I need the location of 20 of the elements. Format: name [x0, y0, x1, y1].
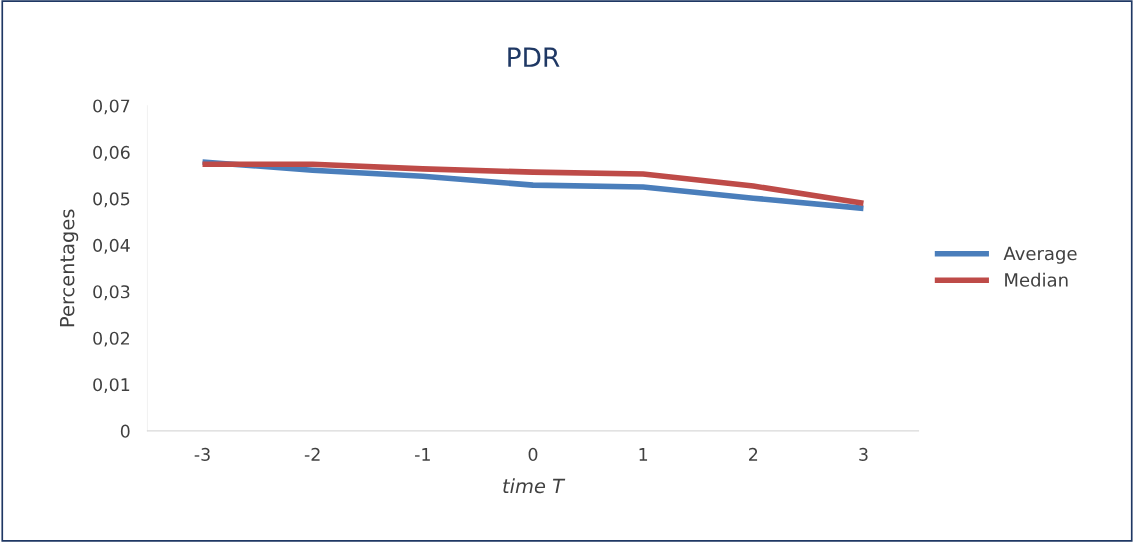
y-tick-label: 0	[120, 424, 130, 438]
y-tick-label: 0,07	[93, 99, 130, 115]
y-tick-label: 0,04	[93, 238, 130, 254]
x-tick-label: 0	[528, 447, 538, 461]
x-tick-label: -3	[194, 447, 210, 461]
y-tick-label: 0,01	[93, 378, 130, 394]
y-tick-label: 0,03	[93, 285, 130, 301]
y-tick-label: 0,02	[93, 331, 130, 347]
legend-label: Median	[1005, 272, 1068, 287]
x-tick-label: 2	[749, 447, 758, 461]
x-tick-label: -1	[415, 448, 430, 461]
x-axis-title: time T	[503, 478, 566, 494]
x-tick-label: 1	[639, 448, 648, 461]
y-tick-label: 0,05	[93, 192, 130, 208]
y-axis-title: Percentages	[59, 209, 79, 327]
legend-label: Average	[1003, 246, 1077, 264]
y-tick-label: 0,06	[93, 145, 130, 161]
x-tick-label: -2	[304, 447, 320, 461]
x-tick-label: 3	[859, 447, 868, 461]
chart-title: PDR	[508, 47, 560, 67]
